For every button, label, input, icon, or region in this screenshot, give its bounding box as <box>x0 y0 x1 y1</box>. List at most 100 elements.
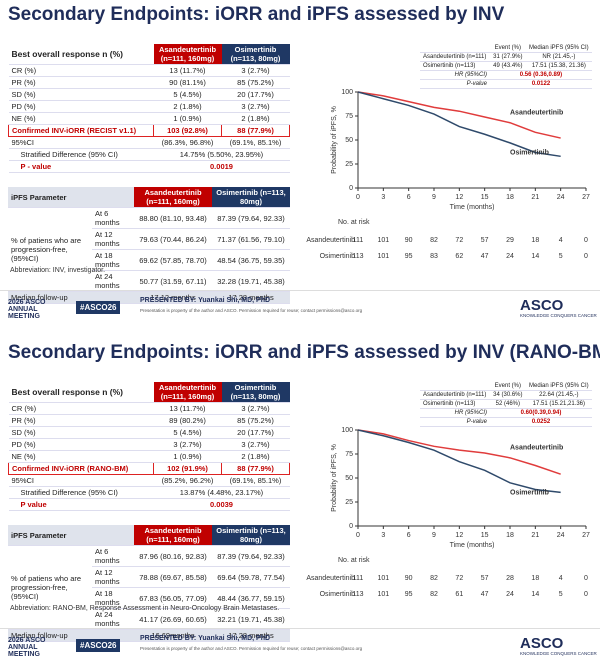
ipfs-row: At 24 months 50.77 (31.59, 67.11) 32.28 (1… <box>8 270 290 292</box>
x-tick-label: 15 <box>481 194 489 201</box>
response-table: Best overall response n (%) Asandeutertin… <box>8 382 290 511</box>
y-tick-label: 100 <box>341 427 353 434</box>
median-row: Median follow-up 16.69months 17.28 months <box>8 629 290 642</box>
cell: 13.87% (4.48%, 23.17%) <box>153 486 290 499</box>
cell: 87.39 (79.64, 92.33) <box>212 545 290 567</box>
cell: 20 (17.7%) <box>221 426 290 439</box>
response-row: PR (%) 89 (80.2%) 85 (75.2%) <box>8 414 290 427</box>
y-tick-label: 0 <box>349 523 353 530</box>
at-risk-name: Osimertinib <box>320 253 356 260</box>
cell: (86.3%, 96.8%) <box>153 136 222 149</box>
at-risk-count: 57 <box>481 237 489 244</box>
cell: P-value <box>420 79 490 89</box>
legend-table: Event (%) Median iPFS (95% CI) Asandeutert… <box>420 382 592 427</box>
cell: (85.2%, 96.2%) <box>153 474 222 487</box>
presenter: PRESENTED BY: Yuankai Shi, MD, PhD <box>140 635 271 642</box>
cell: NR (21.45,-) <box>525 52 592 62</box>
cell: 95%CI <box>8 474 154 487</box>
x-tick-label: 9 <box>432 194 436 201</box>
cell: 78.88 (69.67, 85.58) <box>134 566 212 588</box>
at-risk-count: 0 <box>584 591 588 598</box>
cell: 88.80 (81.10, 93.48) <box>134 207 212 229</box>
notice: Presentation is property of the author a… <box>140 308 363 313</box>
cell: CR (%) <box>8 64 154 77</box>
response-row: 95%CI (86.3%, 96.8%) (69.1%, 85.1%) <box>8 136 290 149</box>
slide-title: Secondary Endpoints: iORR and iPFS asses… <box>8 342 600 363</box>
cell: CR (%) <box>8 402 154 415</box>
cell: 85 (75.2%) <box>221 414 290 427</box>
tagline: KNOWLEDGE CONQUERS CANCER <box>520 313 597 318</box>
response-row: Confirmed INV-iORR (RANO-BM) 102 (91.9%) 8… <box>8 462 290 475</box>
x-tick-label: 6 <box>407 532 411 539</box>
y-tick-label: 25 <box>345 499 353 506</box>
ipfs-table: iPFS Parameter Asandeutertinib (n=111, 16… <box>8 187 290 304</box>
x-tick-label: 27 <box>582 194 590 201</box>
meeting: 2026 ASCO ANNUAL MEETING <box>8 299 46 320</box>
cell: PD (%) <box>8 438 154 451</box>
at-risk-count: 47 <box>481 253 489 260</box>
at-risk-count: 72 <box>455 237 463 244</box>
cell: 31 (27.9%) <box>489 52 526 62</box>
response-row: SD (%) 5 (4.5%) 20 (17.7%) <box>8 88 290 101</box>
y-tick-label: 25 <box>345 161 353 168</box>
header-row: Best overall response n (%) Asandeutertin… <box>8 382 290 403</box>
hashtag: #ASCO26 <box>76 639 121 652</box>
y-axis-label: Probability of iPFS, % <box>331 106 338 174</box>
cell: P-value <box>420 417 490 427</box>
abbreviation: Abbreviation: INV, investigator. <box>10 267 106 274</box>
x-tick-label: 9 <box>432 532 436 539</box>
at-risk-count: 4 <box>559 575 563 582</box>
cell: At 24 months <box>92 270 134 292</box>
header-cell: Osimertinib (n=113, 80mg) <box>212 187 290 208</box>
x-tick-label: 21 <box>531 532 539 539</box>
x-tick-label: 24 <box>557 194 565 201</box>
response-row: CR (%) 13 (11.7%) 3 (2.7%) <box>8 402 290 415</box>
cell: 87.96 (80.16, 92.83) <box>134 545 212 567</box>
cell: SD (%) <box>8 88 154 101</box>
abbreviation: Abbreviation: RANO-BM, Response Assessme… <box>10 605 280 612</box>
x-axis-label: Time (months) <box>450 542 495 549</box>
ipfs-row: % of patiens who are progression-free, (… <box>8 545 290 630</box>
cell: 20 (17.7%) <box>221 88 290 101</box>
cell: Asandeutertinib (n=111) <box>420 52 490 62</box>
at-risk-count: 57 <box>481 575 489 582</box>
cell <box>420 382 490 391</box>
at-risk-name: Osimertinib <box>320 591 356 598</box>
logo: ASCO <box>520 635 564 652</box>
cell: 16.69months <box>134 629 212 642</box>
cell: 67.83 (56.05, 77.09) <box>134 587 212 609</box>
header-cell: iPFS Parameter <box>8 525 134 546</box>
at-risk-count: 0 <box>584 253 588 260</box>
response-row: NE (%) 1 (0.9%) 2 (1.8%) <box>8 112 290 125</box>
legend-row: Asandeutertinib (n=111) 31 (27.9%) NR (21.… <box>420 52 592 62</box>
cell: HR (95%CI) <box>420 70 490 80</box>
cell: 13 (11.7%) <box>153 402 222 415</box>
cell: 3 (2.7%) <box>153 438 222 451</box>
header-cell: Osimertinib (n=113, 80mg) <box>221 44 290 65</box>
legend-row: HR (95%CI) 0.56 (0.36,0.89) <box>420 70 592 80</box>
ipfs-row: % of patiens who are progression-free, (… <box>8 207 290 292</box>
cell: HR (95%CI) <box>420 408 490 418</box>
legend-table: Event (%) Median iPFS (95% CI) Asandeutert… <box>420 44 592 89</box>
y-tick-label: 100 <box>341 89 353 96</box>
difference-row: Stratified Difference (95% CI) 13.87% (4.… <box>8 486 290 499</box>
cell: 2 (1.8%) <box>221 112 290 125</box>
legend-row: Osimertinib (n=113) 49 (43.4%) 17.51 (15.3… <box>420 61 592 71</box>
cell: 0.56 (0.36,0.89) <box>489 70 592 80</box>
cell: Confirmed INV-iORR (RECIST v1.1) <box>8 124 154 137</box>
header-row: Event (%) Median iPFS (95% CI) <box>420 382 592 391</box>
cell: NE (%) <box>8 450 154 463</box>
tagline: KNOWLEDGE CONQUERS CANCER <box>520 651 597 656</box>
y-axis-label: Probability of iPFS, % <box>331 444 338 512</box>
slide: Secondary Endpoints: iORR and iPFS asses… <box>0 0 600 328</box>
cell: 49 (43.4%) <box>489 61 526 71</box>
at-risk-count: 95 <box>405 591 413 598</box>
x-tick-label: 12 <box>455 194 463 201</box>
cell: 0.0252 <box>489 417 592 427</box>
y-tick-label: 75 <box>345 113 353 120</box>
header-cell: Osimertinib (n=113, 80mg) <box>212 525 290 546</box>
cell: SD (%) <box>8 426 154 439</box>
